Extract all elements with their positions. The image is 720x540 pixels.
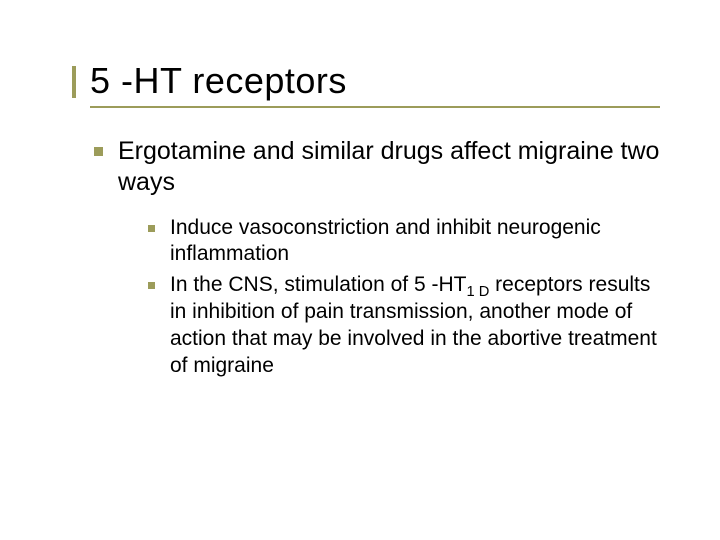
bullet-list-level1: Ergotamine and similar drugs affect migr… — [90, 136, 660, 380]
slide: 5 -HT receptors Ergotamine and similar d… — [0, 0, 720, 540]
slide-title: 5 -HT receptors — [90, 60, 660, 102]
list-item: Ergotamine and similar drugs affect migr… — [90, 136, 660, 380]
bullet-text-pre: In the CNS, stimulation of 5 -HT — [170, 273, 466, 296]
title-block: 5 -HT receptors — [90, 60, 660, 108]
list-item: Induce vasoconstriction and inhibit neur… — [146, 215, 660, 269]
bullet-text: Induce vasoconstriction and inhibit neur… — [170, 216, 601, 266]
list-item: In the CNS, stimulation of 5 -HT1 D rece… — [146, 272, 660, 380]
subscript: 1 D — [466, 284, 489, 300]
title-underline — [90, 106, 660, 108]
title-accent-bar — [72, 66, 76, 98]
bullet-text: Ergotamine and similar drugs affect migr… — [118, 137, 659, 196]
bullet-list-level2: Induce vasoconstriction and inhibit neur… — [146, 215, 660, 380]
